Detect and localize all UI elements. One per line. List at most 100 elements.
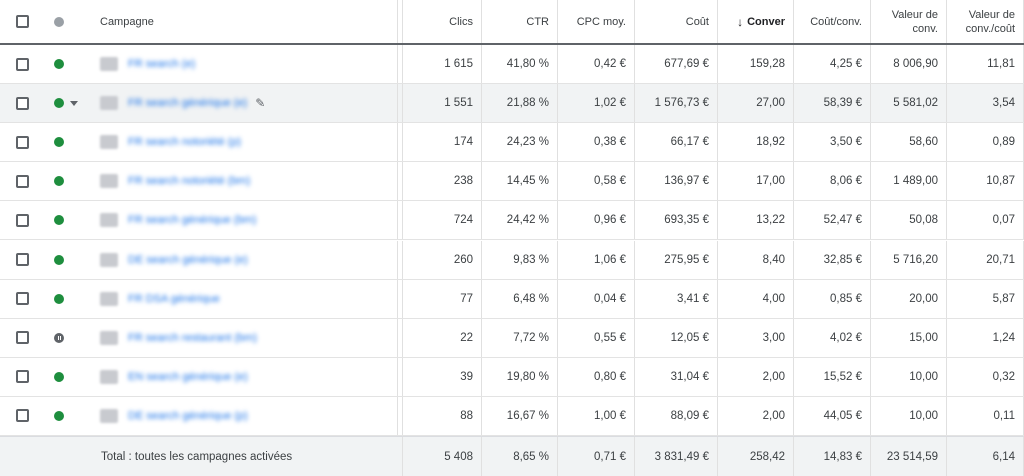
- total-cost: 3 831,49 €: [635, 437, 718, 476]
- total-cpc: 0,71 €: [558, 437, 635, 476]
- header-conversions-label: Conver: [747, 15, 785, 28]
- row-checkbox[interactable]: [15, 253, 29, 266]
- row-checkbox[interactable]: [15, 174, 29, 188]
- table-row[interactable]: FR search générique (bm) 724 24,42 % 0,96 €…: [0, 201, 1024, 241]
- cell-value-per-cost: 5,87: [947, 279, 1024, 318]
- status-filter-icon: [54, 16, 64, 27]
- cell-conv-value: 1 489,00: [871, 162, 947, 201]
- row-select-cell: [0, 280, 44, 318]
- campaign-name-link[interactable]: FR DSA générique: [128, 292, 220, 305]
- select-all-checkbox[interactable]: [15, 15, 29, 28]
- cell-cost: 693,35 €: [635, 201, 718, 240]
- row-select-cell: [0, 241, 44, 279]
- header-clicks[interactable]: Clics: [403, 0, 482, 43]
- cell-conversions: 159,28: [718, 45, 794, 83]
- cell-conversions: 4,00: [718, 279, 794, 318]
- header-ctr[interactable]: CTR: [482, 0, 558, 43]
- cell-ctr: 7,72 %: [482, 318, 558, 357]
- header-conversions[interactable]: ↓ Conver: [718, 0, 794, 43]
- cell-cost-per-conv: 58,39 €: [794, 84, 871, 123]
- header-cost[interactable]: Coût: [635, 0, 718, 43]
- status-cell[interactable]: [44, 84, 96, 122]
- table-row[interactable]: FR search générique (e) ✎ 1 551 21,88 % 1,02…: [0, 84, 1024, 124]
- cell-conversions: 13,22: [718, 201, 794, 240]
- row-checkbox[interactable]: [15, 213, 29, 227]
- header-conv-value[interactable]: Valeur de conv.: [871, 0, 947, 43]
- table-row[interactable]: FR search (e) 1 615 41,80 % 0,42 €677,69 €1…: [0, 45, 1024, 84]
- row-checkbox[interactable]: [15, 135, 29, 149]
- cell-cost-per-conv: 4,25 €: [794, 45, 871, 83]
- row-checkbox[interactable]: [15, 96, 29, 110]
- cell-conversions: 27,00: [718, 84, 794, 123]
- total-ctr: 8,65 %: [482, 437, 558, 476]
- cell-cost: 275,95 €: [635, 240, 718, 279]
- header-cpc[interactable]: CPC moy.: [558, 0, 635, 43]
- status-cell[interactable]: [44, 45, 96, 83]
- table-row[interactable]: FR search notoriété (p) 174 24,23 % 0,38 €6…: [0, 123, 1024, 163]
- status-cell[interactable]: [44, 201, 96, 239]
- table-row[interactable]: FR search notoriété (bm) 238 14,45 % 0,58 €…: [0, 162, 1024, 202]
- header-conv-value-label: Valeur de conv.: [892, 8, 938, 36]
- campaign-name-link[interactable]: FR search générique (bm): [128, 214, 257, 227]
- cell-conversions: 17,00: [718, 162, 794, 201]
- status-cell[interactable]: [44, 123, 96, 161]
- row-checkbox[interactable]: [15, 409, 29, 423]
- row-checkbox[interactable]: [15, 292, 29, 306]
- row-select-cell: [0, 319, 44, 357]
- edit-pencil-icon[interactable]: ✎: [255, 96, 266, 111]
- header-value-per-cost-label: Valeur de conv./coût: [966, 8, 1015, 36]
- cell-cpc: 1,02 €: [558, 84, 635, 123]
- header-cost-label: Coût: [685, 15, 709, 28]
- search-campaign-icon: [100, 96, 118, 111]
- cell-ctr: 6,48 %: [482, 279, 558, 318]
- total-cost-per-conv: 14,83 €: [794, 437, 871, 476]
- campaign-name-link[interactable]: FR search (e): [128, 58, 196, 70]
- table-row[interactable]: FR DSA générique 77 6,48 % 0,04 €3,41 €4,00…: [0, 279, 1024, 319]
- cell-conversions: 2,00: [718, 396, 794, 435]
- status-cell[interactable]: [44, 319, 96, 357]
- cell-value-per-cost: 20,71: [947, 240, 1024, 279]
- cell-clicks: 1 551: [403, 84, 482, 123]
- cell-cost: 3,41 €: [635, 279, 718, 318]
- header-clicks-label: Clics: [449, 15, 473, 28]
- status-cell[interactable]: [44, 162, 96, 200]
- cell-cost-per-conv: 44,05 €: [794, 396, 871, 435]
- campaign-cell: EN search générique (e): [96, 357, 398, 396]
- active-status-icon: [54, 254, 64, 265]
- cell-cost-per-conv: 52,47 €: [794, 201, 871, 240]
- table-row[interactable]: EN search générique (e) 39 19,80 % 0,80 €31…: [0, 357, 1024, 397]
- row-checkbox[interactable]: [15, 331, 29, 345]
- campaign-name-link[interactable]: FR search restaurant (bm): [128, 331, 257, 344]
- status-cell[interactable]: [44, 241, 96, 279]
- total-label: Total : toutes les campagnes activées: [0, 437, 403, 476]
- campaign-name-link[interactable]: DE search générique (e): [128, 253, 248, 266]
- cell-cost: 88,09 €: [635, 396, 718, 435]
- table-row[interactable]: FR search restaurant (bm) 22 7,72 % 0,55 €1…: [0, 318, 1024, 358]
- status-header[interactable]: [44, 0, 96, 43]
- status-dropdown-icon[interactable]: [70, 100, 78, 106]
- active-status-icon: [54, 215, 64, 226]
- row-checkbox[interactable]: [15, 370, 29, 384]
- row-checkbox[interactable]: [15, 57, 29, 71]
- active-status-icon: [54, 98, 64, 109]
- select-all-cell: [0, 0, 44, 43]
- header-cost-per-conv[interactable]: Coût/conv.: [794, 0, 871, 43]
- status-cell[interactable]: [44, 358, 96, 396]
- campaign-name-link[interactable]: FR search générique (e): [128, 97, 248, 110]
- cell-cpc: 0,80 €: [558, 357, 635, 396]
- campaign-name-link[interactable]: FR search notoriété (bm): [128, 175, 251, 188]
- campaign-name-link[interactable]: FR search notoriété (p): [128, 136, 242, 149]
- campaign-cell: FR search (e): [96, 45, 398, 83]
- table-row[interactable]: DE search générique (e) 260 9,83 % 1,06 €27…: [0, 240, 1024, 280]
- cell-cost: 31,04 €: [635, 357, 718, 396]
- status-cell[interactable]: [44, 397, 96, 435]
- cell-conversions: 3,00: [718, 318, 794, 357]
- table-row[interactable]: DE search générique (p) 88 16,67 % 1,00 €88…: [0, 396, 1024, 436]
- status-cell[interactable]: [44, 280, 96, 318]
- header-value-per-cost[interactable]: Valeur de conv./coût: [947, 0, 1024, 43]
- cell-conv-value: 5 581,02: [871, 84, 947, 123]
- campaign-name-link[interactable]: DE search générique (p): [128, 409, 248, 422]
- header-campaign[interactable]: Campagne: [96, 0, 398, 43]
- campaign-name-link[interactable]: EN search générique (e): [128, 370, 248, 383]
